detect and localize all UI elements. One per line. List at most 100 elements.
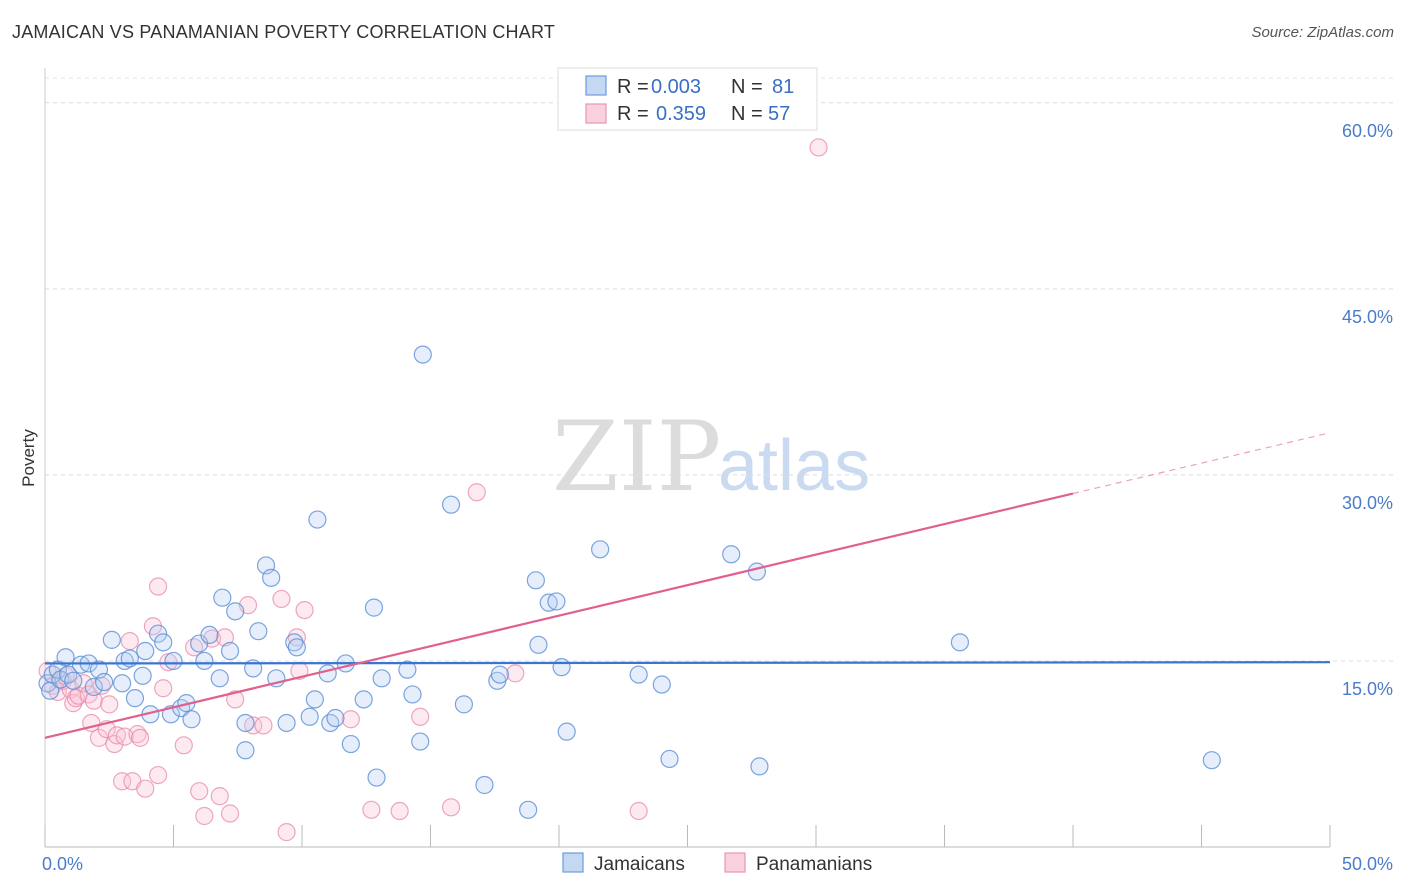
jamaicans-point — [547, 592, 566, 611]
jamaicans-point — [236, 741, 255, 760]
trend-lines — [44, 432, 1331, 739]
jamaicans-point — [213, 588, 232, 607]
source-label: Source: ZipAtlas.com — [1251, 24, 1394, 41]
jamaicans-point — [200, 625, 219, 645]
jamaicans-point — [133, 666, 152, 685]
jamaicans-points — [38, 345, 1221, 819]
panamanians-point — [148, 577, 168, 596]
panamanians-point — [341, 710, 360, 729]
jamaicans-point — [629, 665, 648, 684]
bottom-legend-panamanians: Panamanians — [756, 854, 872, 875]
jamaicans-point — [308, 510, 327, 529]
legend: R = 0.003 N = 81 R = 0.359 N = 57 — [557, 67, 818, 131]
x-tick-label: 0.0% — [42, 854, 83, 874]
legend-r-label: R = — [617, 76, 649, 98]
panamanians-point — [467, 483, 486, 502]
panamanians-point — [107, 726, 127, 745]
jamaicans-point — [102, 630, 121, 649]
grid-lines — [45, 77, 1395, 662]
panamanians-point — [210, 787, 229, 806]
jamaicans-point — [318, 664, 337, 683]
jamaicans-point — [287, 638, 306, 657]
watermark-zip: ZIP — [552, 401, 721, 513]
jamaicans-point — [56, 648, 75, 667]
jamaicans-point — [182, 710, 201, 729]
jamaicans-point — [539, 593, 558, 612]
panamanians-point — [84, 691, 103, 710]
panamanians-point — [441, 798, 461, 817]
jamaicans-point — [1202, 751, 1221, 770]
jamaicans-point — [300, 707, 319, 726]
legend-n-value: 57 — [768, 103, 790, 125]
jamaicans-point — [236, 713, 255, 733]
jamaicans-point — [305, 690, 324, 709]
panamanians-point — [220, 804, 240, 823]
legend-r-value: 0.359 — [656, 103, 706, 125]
jamaicans-point — [529, 635, 548, 654]
panamanians-point — [809, 138, 828, 157]
jamaicans-point — [112, 674, 132, 693]
jamaicans-point — [220, 641, 240, 661]
jamaicans-point — [372, 669, 391, 688]
panamanians-point — [277, 823, 296, 842]
jamaicans-point — [262, 568, 281, 587]
panamanians-point — [411, 707, 430, 726]
legend-r-label: R = — [617, 103, 649, 125]
tick-labels: 15.0% 30.0% 45.0% 60.0% 0.0% 50.0% — [42, 121, 1393, 874]
jamaicans-point — [249, 622, 268, 641]
panamanians-point — [362, 800, 381, 819]
jamaicans-point — [413, 345, 432, 364]
jamaicans-point — [519, 800, 538, 819]
jamaicans-trend-line — [44, 661, 1331, 665]
chart-title: JAMAICAN VS PANAMANIAN POVERTY CORRELATI… — [12, 22, 556, 42]
bottom-legend-jamaicans: Jamaicans — [594, 854, 685, 875]
legend-n-label: N = — [731, 76, 763, 98]
jamaicans-point — [321, 713, 340, 733]
jamaicans-point — [403, 685, 422, 704]
jamaicans-point — [210, 669, 229, 688]
jamaicans-point — [747, 562, 766, 581]
bottom-legend-swatch-jamaicans — [562, 852, 584, 873]
panamanians-point — [629, 801, 648, 821]
jamaicans-point — [552, 658, 571, 677]
jamaicans-point — [125, 689, 145, 708]
jamaicans-point — [226, 602, 245, 621]
panamanians-point — [136, 779, 155, 798]
panamanians-point — [195, 806, 214, 826]
y-tick-label: 60.0% — [1342, 121, 1393, 141]
jamaicans-point — [722, 545, 741, 564]
x-tick-label: 50.0% — [1342, 854, 1393, 874]
jamaicans-point — [950, 633, 970, 652]
y-tick-label: 45.0% — [1342, 307, 1393, 327]
legend-swatch-panamanians — [585, 103, 607, 124]
panamanians-trend-extension — [1072, 432, 1331, 495]
legend-r-value: 0.003 — [651, 76, 701, 98]
y-tick-label: 30.0% — [1342, 493, 1393, 513]
jamaicans-point — [64, 671, 83, 690]
panamanians-point — [190, 782, 209, 801]
jamaicans-point — [136, 641, 155, 661]
panamanians-point — [130, 728, 150, 747]
panamanians-point — [215, 628, 234, 647]
jamaicans-point — [285, 633, 304, 652]
jamaicans-point — [277, 713, 296, 733]
panamanians-point — [154, 679, 173, 698]
watermark-atlas: atlas — [718, 426, 870, 506]
jamaicans-point — [84, 677, 103, 697]
panamanians-point — [295, 600, 314, 620]
jamaicans-point — [341, 734, 360, 754]
jamaicans-point — [750, 757, 769, 776]
panamanians-point — [287, 628, 306, 647]
panamanians-point — [120, 632, 139, 651]
jamaicans-point — [454, 695, 474, 714]
jamaicans-point — [526, 571, 545, 590]
jamaicans-point — [660, 749, 679, 769]
jamaicans-point — [164, 651, 183, 671]
jamaicans-point — [398, 660, 417, 679]
legend-n-label: N = — [731, 103, 763, 125]
panamanians-point — [254, 716, 273, 735]
panamanians-point — [112, 772, 132, 791]
jamaicans-point — [148, 624, 168, 643]
jamaicans-point — [154, 633, 173, 652]
